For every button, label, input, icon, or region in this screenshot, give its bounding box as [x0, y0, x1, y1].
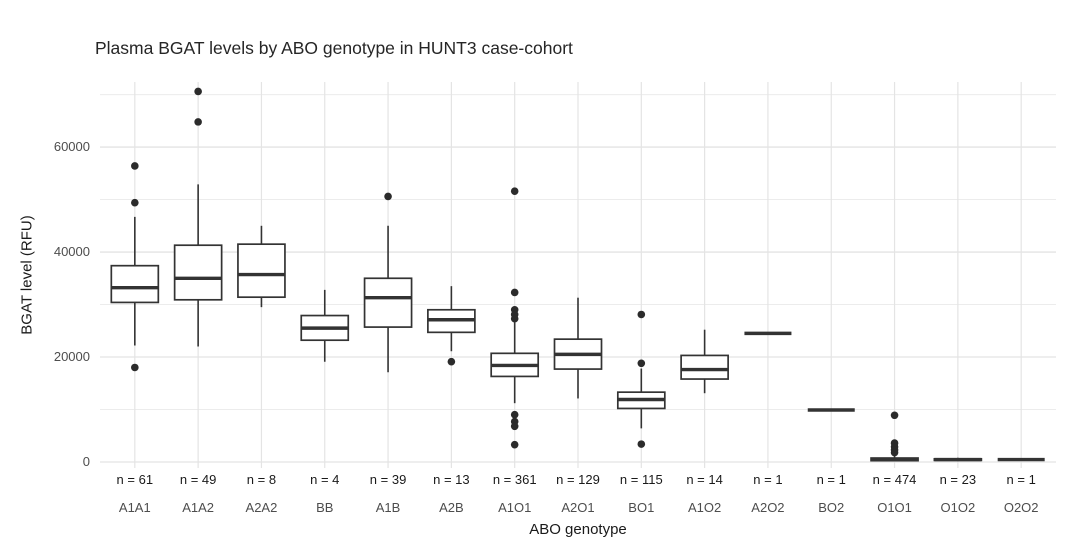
x-tick-label: O1O2 — [940, 500, 976, 515]
y-axis-title: BGAT level (RFU) — [18, 215, 36, 335]
sample-size-label: n = 1 — [753, 472, 783, 487]
outlier-dot — [890, 448, 899, 457]
x-tick-label: BO2 — [818, 500, 845, 515]
outlier-dot — [384, 192, 392, 201]
sample-size-label: n = 1 — [1006, 472, 1036, 487]
boxplot-box — [363, 277, 413, 328]
outlier-dot — [510, 314, 519, 323]
boxplot-box — [173, 244, 223, 301]
sample-size-label: n = 361 — [492, 472, 537, 487]
outlier-dot — [637, 440, 646, 448]
sample-size-label: n = 115 — [619, 472, 663, 487]
outlier-dot — [510, 288, 519, 297]
outlier-dot — [637, 359, 646, 368]
x-tick-label: O1O1 — [877, 500, 912, 515]
x-tick-label: A1B — [375, 500, 401, 515]
x-tick-label: O2O2 — [1003, 500, 1039, 515]
x-tick-label: A1O1 — [498, 500, 532, 515]
y-tick-label: 0 — [82, 453, 90, 469]
sample-size-label: n = 129 — [556, 472, 600, 487]
sample-size-label: n = 4 — [310, 472, 340, 487]
x-tick-label: A2O2 — [751, 500, 785, 515]
x-tick-label: A2B — [439, 500, 464, 515]
sample-size-label: n = 1 — [816, 472, 846, 487]
outlier-dot — [510, 187, 519, 195]
sample-size-label: n = 61 — [116, 472, 154, 487]
y-tick-label: 40000 — [53, 244, 90, 260]
sample-size-label: n = 39 — [369, 472, 407, 487]
x-tick-label: A2O1 — [561, 500, 595, 515]
outlier-dot — [510, 410, 519, 419]
sample-size-label: n = 49 — [179, 472, 217, 487]
outlier-dot — [510, 422, 519, 431]
y-tick-label: 20000 — [53, 349, 90, 364]
sample-size-label: n = 474 — [872, 472, 917, 487]
boxplot-box — [237, 243, 286, 299]
x-axis-title: ABO genotype — [529, 521, 627, 538]
outlier-dot — [510, 440, 519, 449]
x-tick-label: A1A1 — [118, 500, 151, 515]
sample-size-label: n = 8 — [246, 472, 277, 487]
boxplot-box — [680, 354, 729, 380]
sample-size-label: n = 14 — [686, 472, 723, 487]
outlier-dot — [194, 118, 202, 126]
outlier-dot — [131, 162, 139, 170]
outlier-dot — [131, 363, 139, 372]
plot-panel — [100, 82, 1056, 468]
sample-size-label: n = 23 — [939, 472, 977, 487]
x-tick-label: A1A2 — [182, 500, 215, 515]
outlier-dot — [447, 357, 456, 366]
x-tick-label: BB — [316, 500, 334, 515]
sample-size-label: n = 13 — [433, 472, 470, 487]
outlier-dot — [194, 87, 202, 96]
x-tick-label: BO1 — [628, 500, 655, 515]
chart-title: Plasma BGAT levels by ABO genotype in HU… — [95, 38, 573, 58]
outlier-dot — [131, 198, 139, 207]
y-tick-label: 60000 — [53, 139, 90, 155]
outlier-dot — [637, 310, 646, 319]
x-tick-label: A1O2 — [687, 500, 722, 515]
boxplot-box — [110, 264, 160, 304]
x-tick-label: A2A2 — [245, 500, 278, 515]
outlier-dot — [890, 411, 899, 420]
